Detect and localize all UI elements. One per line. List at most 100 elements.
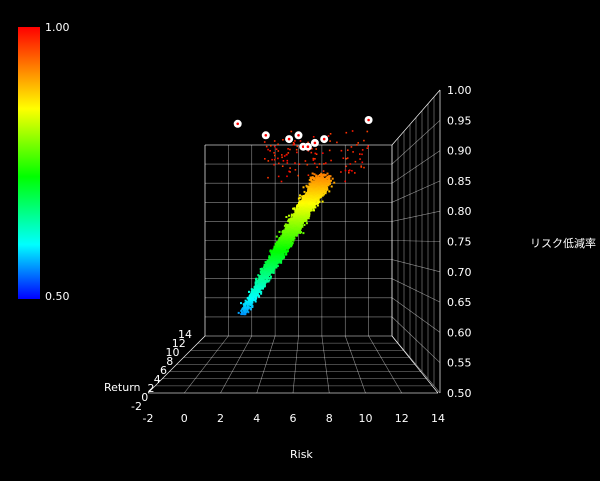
data-point — [367, 145, 369, 147]
data-point — [287, 231, 290, 234]
data-point — [324, 173, 327, 176]
data-point — [281, 154, 283, 156]
data-point — [292, 142, 295, 144]
data-point — [307, 201, 310, 203]
data-point — [300, 199, 303, 202]
data-point — [327, 180, 330, 183]
data-point — [300, 216, 303, 219]
data-point — [306, 217, 309, 220]
data-point — [289, 226, 292, 228]
data-point — [277, 258, 280, 261]
data-point — [306, 185, 309, 188]
data-point — [299, 210, 302, 213]
data-point — [247, 306, 250, 309]
data-point — [303, 215, 306, 218]
data-point — [252, 289, 255, 291]
data-point — [287, 244, 290, 247]
data-point — [304, 214, 307, 217]
data-point — [305, 192, 308, 195]
data-point — [274, 242, 277, 245]
data-point — [247, 298, 250, 301]
y-tick-label: 14 — [178, 328, 192, 341]
data-point — [259, 270, 262, 273]
y-tick-label: 4 — [154, 373, 161, 386]
data-point — [272, 268, 275, 271]
data-point — [329, 133, 332, 135]
data-point — [304, 205, 307, 208]
y-tick-label: -2 — [131, 400, 142, 413]
data-point — [323, 188, 326, 191]
data-point — [316, 204, 319, 207]
data-point — [298, 222, 301, 225]
data-point — [284, 237, 287, 240]
data-point — [247, 311, 250, 314]
data-point — [304, 160, 307, 162]
data-point — [300, 214, 303, 217]
data-point — [283, 155, 286, 157]
data-point — [318, 196, 320, 199]
data-point — [305, 215, 308, 218]
data-point — [290, 236, 293, 239]
data-point — [257, 289, 260, 292]
data-point — [284, 233, 287, 236]
data-point — [313, 177, 316, 180]
data-point — [328, 178, 330, 181]
data-point — [262, 269, 265, 272]
data-point — [308, 188, 311, 191]
data-point — [254, 300, 257, 303]
data-point — [268, 264, 271, 267]
data-point — [266, 277, 268, 280]
data-point — [268, 279, 271, 282]
data-point — [318, 192, 321, 195]
data-point — [299, 140, 302, 142]
data-point — [291, 226, 294, 229]
data-point — [268, 273, 271, 276]
tick-labels: -2 0 2 4 6 8 10 12 140.500.550.600.650.700.750.8… — [131, 84, 471, 425]
data-point — [290, 231, 293, 234]
data-point — [347, 149, 349, 151]
data-point — [314, 187, 317, 190]
data-point — [257, 293, 260, 296]
x-tick-label: 12 — [395, 412, 409, 425]
data-point — [302, 221, 304, 224]
data-point — [303, 201, 306, 204]
data-point — [315, 192, 318, 195]
data-point — [319, 179, 322, 182]
data-point — [263, 263, 266, 266]
data-point — [288, 245, 291, 248]
data-point — [262, 279, 265, 282]
x-tick-label: 0 — [181, 412, 188, 425]
data-point — [351, 170, 353, 172]
data-point — [313, 173, 316, 176]
data-point — [284, 231, 286, 234]
data-point — [284, 238, 287, 241]
data-point — [290, 239, 293, 242]
data-point — [317, 191, 320, 194]
data-point — [244, 306, 246, 309]
data-point — [304, 208, 307, 211]
data-point — [307, 141, 309, 144]
data-point — [294, 162, 296, 164]
data-point — [272, 261, 275, 264]
data-point — [307, 198, 310, 201]
data-point — [357, 142, 359, 144]
data-point — [361, 161, 364, 164]
data-point — [303, 195, 305, 197]
data-point — [326, 175, 329, 178]
data-point — [294, 227, 297, 230]
highlighted-point-center — [306, 145, 310, 148]
data-point — [292, 224, 295, 226]
data-point — [255, 291, 258, 294]
data-point — [306, 163, 309, 166]
data-point — [271, 255, 274, 258]
data-point — [311, 172, 314, 175]
data-point — [270, 275, 272, 278]
data-point — [361, 149, 364, 151]
data-point — [261, 285, 264, 288]
data-point — [301, 197, 304, 200]
highlighted-point-center — [301, 145, 305, 148]
data-point — [297, 230, 300, 232]
grid — [147, 89, 441, 394]
data-point — [269, 250, 272, 253]
data-point — [314, 152, 317, 155]
